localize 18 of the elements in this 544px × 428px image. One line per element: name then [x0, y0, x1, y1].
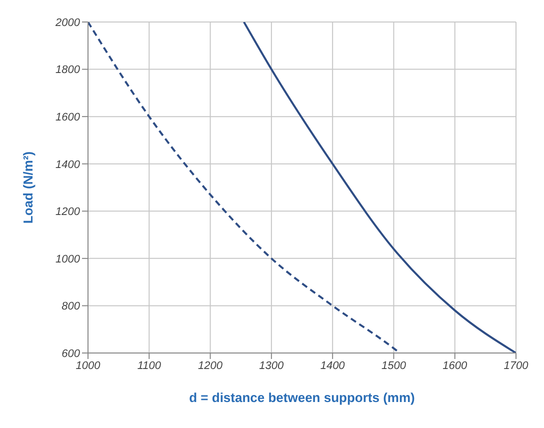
- x-tick-label: 1500: [381, 360, 407, 372]
- x-tick-label: 1700: [504, 360, 530, 372]
- x-axis-title: d = distance between supports (mm): [189, 390, 415, 405]
- x-tick-label: 1200: [198, 360, 224, 372]
- x-tick-label: 1100: [137, 360, 162, 372]
- y-tick-label: 2000: [54, 16, 81, 29]
- y-tick-label: 1200: [56, 206, 81, 218]
- x-tick-label: 1400: [320, 360, 346, 372]
- x-tick-label: 1600: [442, 360, 468, 372]
- x-tick-label: 1300: [259, 360, 285, 372]
- y-axis-title: Load (N/m²): [20, 151, 36, 224]
- y-tick-label: 1000: [56, 253, 81, 266]
- y-tick-label: 600: [62, 348, 81, 360]
- y-tick-label: 1600: [56, 111, 81, 124]
- y-tick-label: 800: [62, 300, 81, 313]
- y-tick-label: 1400: [56, 158, 81, 171]
- x-tick-label: 1000: [76, 360, 102, 372]
- y-tick-label: 1800: [56, 64, 81, 76]
